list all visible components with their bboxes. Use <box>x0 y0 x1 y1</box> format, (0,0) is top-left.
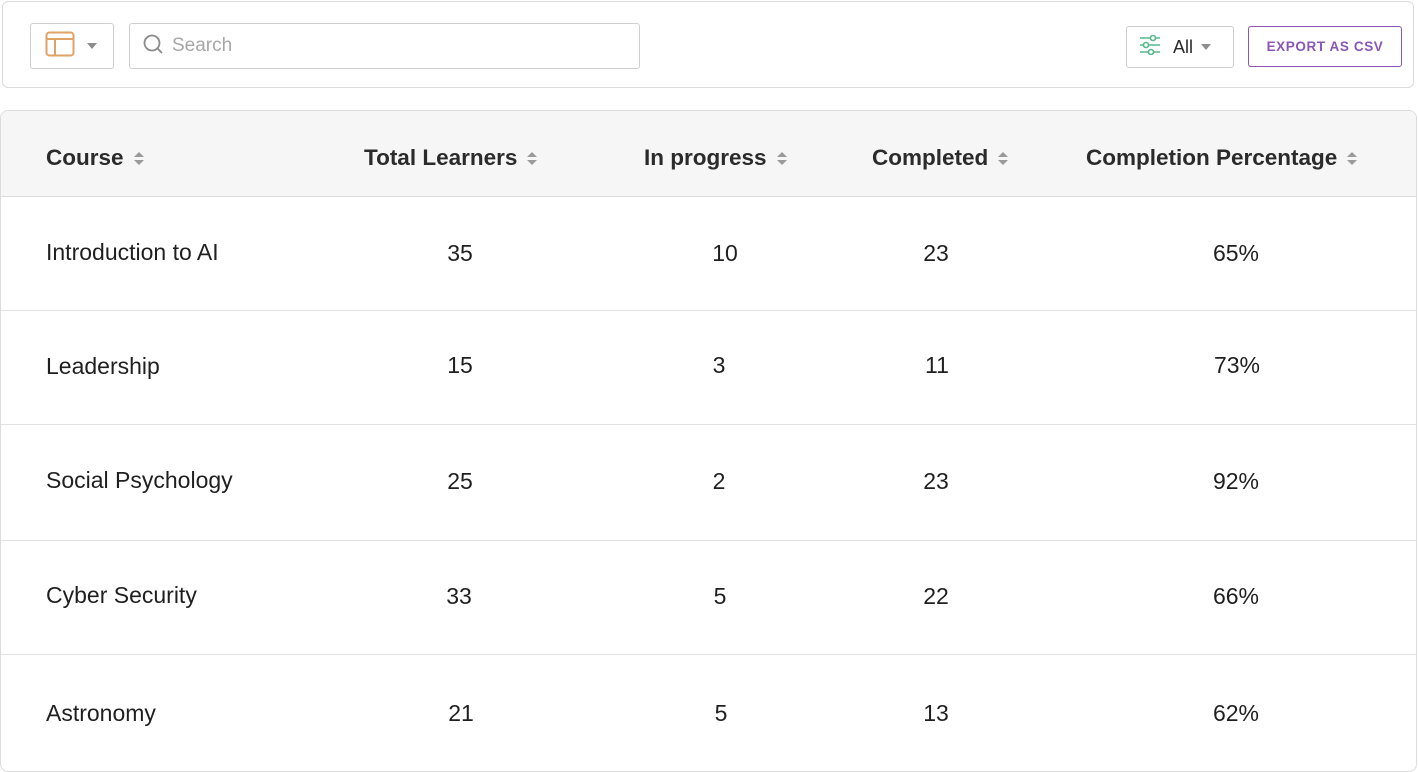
completed-count: 23 <box>923 468 949 494</box>
chevron-down-icon <box>1201 44 1212 50</box>
in-progress-count: 5 <box>714 700 728 726</box>
completed-count: 23 <box>923 240 949 266</box>
sort-icon <box>776 151 787 165</box>
course-name: Astronomy <box>46 700 156 726</box>
completion-percentage: 92% <box>1212 468 1260 494</box>
filter-dropdown[interactable]: All <box>1126 26 1234 68</box>
table-row[interactable]: Leadership 15 3 11 73% <box>1 311 1416 425</box>
in-progress-count: 3 <box>712 352 726 378</box>
view-selector-button[interactable] <box>30 23 114 69</box>
column-header-in-progress[interactable]: In progress <box>644 145 787 171</box>
total-learners: 35 <box>447 240 473 266</box>
filter-value: All <box>1173 36 1194 57</box>
in-progress-count: 2 <box>712 468 726 494</box>
table-header: Course Total Learners In progress Comple… <box>1 111 1416 197</box>
course-name: Introduction to AI <box>46 239 219 265</box>
sort-icon <box>527 151 538 165</box>
column-header-course[interactable]: Course <box>46 145 144 171</box>
sort-icon <box>998 151 1009 165</box>
sort-icon <box>133 151 144 165</box>
total-learners: 15 <box>447 352 473 378</box>
total-learners: 25 <box>447 468 473 494</box>
completed-count: 11 <box>925 352 949 378</box>
total-learners: 33 <box>446 583 472 609</box>
course-table: Course Total Learners In progress Comple… <box>0 110 1417 772</box>
completed-count: 22 <box>923 583 949 609</box>
in-progress-count: 5 <box>713 583 727 609</box>
sort-icon <box>1347 151 1358 165</box>
chevron-down-icon <box>87 43 97 49</box>
completion-percentage: 65% <box>1212 240 1260 266</box>
course-name: Cyber Security <box>46 582 197 608</box>
table-row[interactable]: Introduction to AI 35 10 23 65% <box>1 197 1416 311</box>
course-name: Social Psychology <box>46 467 233 493</box>
search-input[interactable] <box>170 34 614 58</box>
in-progress-count: 10 <box>712 240 738 266</box>
column-header-completed[interactable]: Completed <box>872 145 1009 171</box>
total-learners: 21 <box>448 700 474 726</box>
table-row[interactable]: Social Psychology 25 2 23 92% <box>1 425 1416 541</box>
completed-count: 13 <box>923 700 949 726</box>
column-header-total-learners[interactable]: Total Learners <box>364 145 538 171</box>
course-name: Leadership <box>46 353 160 379</box>
table-row[interactable]: Astronomy 21 5 13 62% <box>1 655 1416 771</box>
completion-percentage: 66% <box>1212 583 1260 609</box>
export-csv-button[interactable]: EXPORT AS CSV <box>1248 26 1402 67</box>
table-layout-icon <box>45 31 75 62</box>
search-icon <box>142 33 164 60</box>
sliders-icon <box>1139 34 1161 60</box>
table-row[interactable]: Cyber Security 33 5 22 66% <box>1 541 1416 655</box>
column-header-completion-percentage[interactable]: Completion Percentage <box>1086 145 1358 171</box>
toolbar: All EXPORT AS CSV <box>2 1 1414 88</box>
completion-percentage: 73% <box>1213 352 1261 378</box>
completion-percentage: 62% <box>1212 700 1260 726</box>
search-box[interactable] <box>129 23 640 69</box>
